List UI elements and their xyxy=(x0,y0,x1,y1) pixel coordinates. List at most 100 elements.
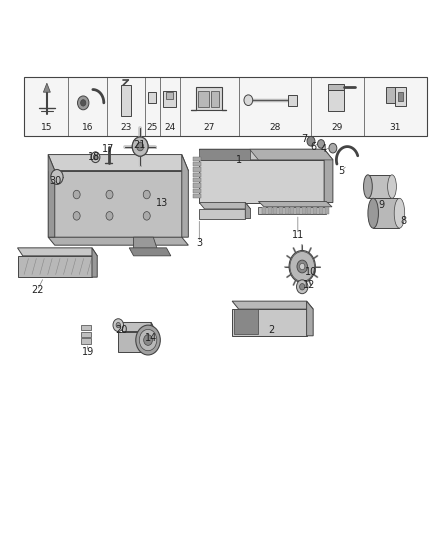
Bar xyxy=(193,167,201,172)
Bar xyxy=(325,207,328,214)
Bar xyxy=(193,178,201,182)
Polygon shape xyxy=(151,322,155,352)
Circle shape xyxy=(106,212,113,220)
Bar xyxy=(193,173,201,177)
Bar xyxy=(307,207,311,214)
Polygon shape xyxy=(18,248,97,256)
Bar xyxy=(81,325,91,330)
Circle shape xyxy=(51,169,63,184)
Circle shape xyxy=(106,190,113,199)
Text: 8: 8 xyxy=(400,216,406,226)
Circle shape xyxy=(91,152,100,163)
Polygon shape xyxy=(43,83,50,92)
Circle shape xyxy=(116,322,120,328)
Bar xyxy=(193,162,201,166)
Circle shape xyxy=(290,252,314,281)
Ellipse shape xyxy=(388,175,396,198)
Circle shape xyxy=(132,137,148,156)
Bar xyxy=(368,175,392,198)
Bar xyxy=(193,157,201,161)
Text: 3: 3 xyxy=(196,238,202,247)
Bar xyxy=(395,87,406,106)
Circle shape xyxy=(113,319,124,332)
Text: 29: 29 xyxy=(332,124,343,132)
Bar xyxy=(193,183,201,188)
Bar xyxy=(163,91,176,107)
Text: 1: 1 xyxy=(236,155,242,165)
Circle shape xyxy=(300,284,305,290)
Bar xyxy=(296,207,300,214)
Circle shape xyxy=(329,143,337,153)
Text: 16: 16 xyxy=(82,124,93,132)
Circle shape xyxy=(93,155,98,160)
Text: 17: 17 xyxy=(102,144,115,154)
Circle shape xyxy=(144,335,152,345)
Bar xyxy=(193,189,201,193)
Polygon shape xyxy=(199,209,245,219)
Text: 12: 12 xyxy=(303,280,315,290)
Ellipse shape xyxy=(368,198,378,228)
Circle shape xyxy=(297,260,307,273)
Text: 30: 30 xyxy=(49,176,62,186)
Polygon shape xyxy=(182,155,188,237)
Circle shape xyxy=(143,190,150,199)
Polygon shape xyxy=(18,256,92,277)
Bar xyxy=(313,207,317,214)
Polygon shape xyxy=(48,171,182,237)
Text: 9: 9 xyxy=(378,200,384,210)
Bar xyxy=(166,92,173,99)
Text: 14: 14 xyxy=(145,334,157,343)
Bar xyxy=(279,207,283,214)
Bar xyxy=(196,87,222,110)
Bar xyxy=(198,91,209,107)
Polygon shape xyxy=(232,301,313,309)
Circle shape xyxy=(297,280,308,294)
Polygon shape xyxy=(199,149,250,160)
Text: 28: 28 xyxy=(269,124,280,132)
Circle shape xyxy=(318,140,325,148)
Ellipse shape xyxy=(394,198,405,228)
Circle shape xyxy=(244,95,253,106)
Circle shape xyxy=(143,212,150,220)
Polygon shape xyxy=(234,309,258,334)
Bar xyxy=(262,207,266,214)
Text: 4: 4 xyxy=(321,144,327,154)
Text: 24: 24 xyxy=(164,124,175,132)
Polygon shape xyxy=(118,332,151,352)
Circle shape xyxy=(307,136,315,146)
Text: 2: 2 xyxy=(268,326,275,335)
Bar xyxy=(268,207,272,214)
Text: 23: 23 xyxy=(120,124,131,132)
Bar xyxy=(273,207,277,214)
Polygon shape xyxy=(48,237,188,245)
Polygon shape xyxy=(134,237,158,251)
Circle shape xyxy=(73,190,80,199)
Polygon shape xyxy=(48,155,55,237)
Polygon shape xyxy=(118,322,155,332)
Bar xyxy=(148,92,156,103)
Polygon shape xyxy=(258,201,332,207)
Bar xyxy=(386,87,396,103)
Polygon shape xyxy=(232,309,307,336)
Bar xyxy=(373,198,399,228)
Polygon shape xyxy=(199,203,251,209)
Bar xyxy=(121,85,131,116)
Circle shape xyxy=(300,263,305,270)
Ellipse shape xyxy=(364,175,372,198)
Bar xyxy=(24,77,427,136)
Polygon shape xyxy=(258,207,326,214)
Circle shape xyxy=(78,96,89,110)
Polygon shape xyxy=(199,149,333,160)
Text: 15: 15 xyxy=(41,124,53,132)
Text: 18: 18 xyxy=(88,152,100,162)
Text: 21: 21 xyxy=(133,140,145,150)
Text: 10: 10 xyxy=(305,267,317,277)
Polygon shape xyxy=(307,301,313,336)
Polygon shape xyxy=(129,248,171,256)
Text: 31: 31 xyxy=(390,124,401,132)
Text: 11: 11 xyxy=(292,230,304,239)
Bar xyxy=(288,95,297,106)
Bar xyxy=(193,194,201,198)
Polygon shape xyxy=(245,203,251,219)
Text: 27: 27 xyxy=(203,124,215,132)
